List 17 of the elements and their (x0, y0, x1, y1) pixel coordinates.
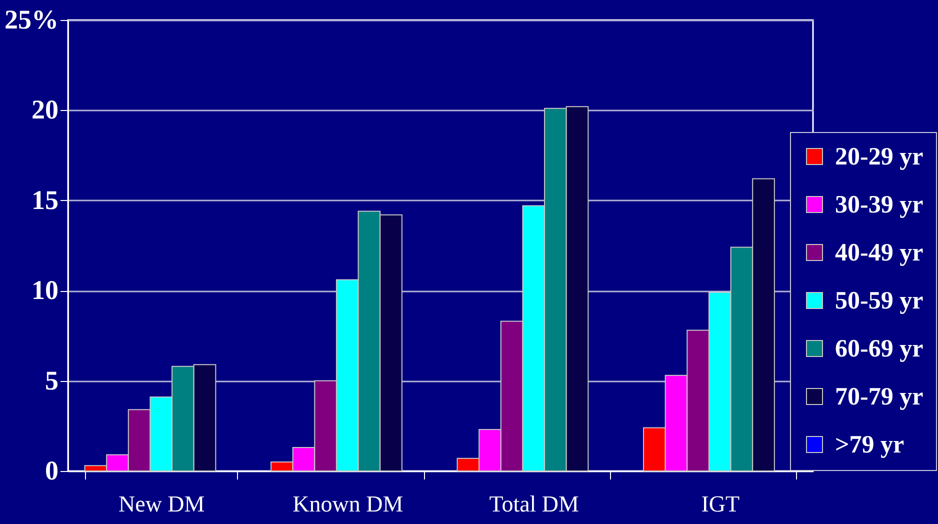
legend-label: 70-79 yr (835, 384, 924, 410)
y-tick-label: 25% (4, 4, 58, 34)
x-tick-label: Known DM (292, 492, 404, 516)
x-tick-label: Total DM (489, 492, 579, 516)
legend-label: 20-29 yr (835, 144, 924, 170)
legend-label: >79 yr (835, 432, 904, 458)
y-tick-label: 0 (45, 456, 58, 486)
legend-label: 40-49 yr (835, 240, 924, 266)
y-tick-label: 10 (32, 275, 58, 306)
y-tick-label: 20 (32, 94, 58, 125)
legend-label: 30-39 yr (835, 192, 924, 218)
x-tick-label: New DM (118, 492, 205, 516)
legend-label: 50-59 yr (835, 288, 924, 314)
y-tick-label: 5 (45, 365, 58, 396)
y-tick-label: 15 (32, 184, 58, 215)
x-tick-label: IGT (701, 492, 740, 516)
legend-label: 60-69 yr (835, 336, 924, 362)
